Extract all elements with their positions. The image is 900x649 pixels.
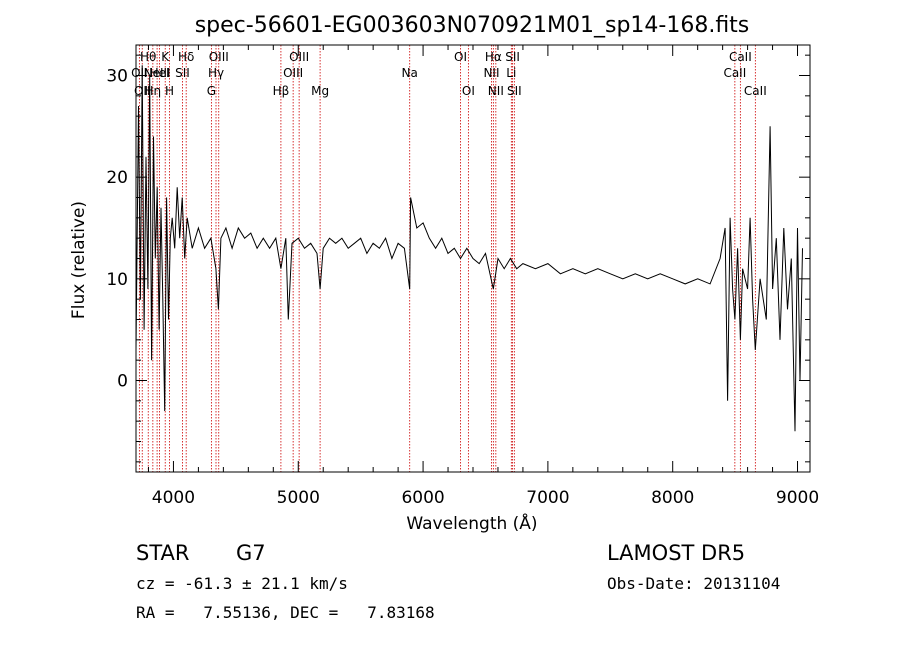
x-axis-label: Wavelength (Å) <box>406 512 537 534</box>
marker-label: OI <box>462 84 475 98</box>
x-tick-label: 7000 <box>526 488 569 508</box>
marker-label: Li <box>506 66 516 80</box>
y-tick-label: 0 <box>117 372 128 392</box>
marker-label: Hθ <box>140 50 156 64</box>
spectrum-line <box>135 65 803 432</box>
survey-name: LAMOST DR5 <box>607 541 746 565</box>
y-tick-label: 30 <box>106 67 128 87</box>
marker-label: NII <box>488 84 504 98</box>
marker-label: SII <box>505 50 520 64</box>
marker-label: Mg <box>311 84 329 98</box>
marker-label: Hβ <box>273 84 290 98</box>
y-axis-label: Flux (relative) <box>69 201 89 319</box>
y-tick-label: 20 <box>106 168 128 188</box>
chart-title: spec-56601-EG003603N070921M01_sp14-168.f… <box>195 13 750 38</box>
marker-label: Hδ <box>178 50 194 64</box>
coordinates: RA = 7.55136, DEC = 7.83168 <box>136 603 435 622</box>
x-tick-label: 6000 <box>401 488 444 508</box>
marker-label: CaII <box>723 66 746 80</box>
marker-label: CaII <box>729 50 752 64</box>
marker-label: SII <box>507 84 522 98</box>
marker-label: OIII <box>283 66 303 80</box>
marker-label: OIII <box>289 50 309 64</box>
marker-label: Hγ <box>208 66 224 80</box>
observation-date: Obs-Date: 20131104 <box>607 574 781 593</box>
marker-label: OIII <box>209 50 229 64</box>
marker-label: OI <box>454 50 467 64</box>
x-tick-label: 4000 <box>152 488 195 508</box>
marker-label: CaII <box>744 84 767 98</box>
x-tick-label: 5000 <box>277 488 320 508</box>
object-subclass: G7 <box>236 541 266 565</box>
marker-label: NeIII <box>144 66 171 80</box>
marker-label: SII <box>175 66 190 80</box>
x-axis-ticks: 4000 5000 6000 7000 8000 9000 <box>147 45 819 508</box>
marker-label: H <box>165 84 174 98</box>
marker-label: K <box>161 50 170 64</box>
y-axis-ticks: 0 10 20 30 <box>106 54 810 463</box>
marker-label: Hα <box>485 50 502 64</box>
marker-label: G <box>207 84 216 98</box>
marker-label: Na <box>402 66 418 80</box>
x-tick-label: 8000 <box>651 488 694 508</box>
x-tick-label: 9000 <box>776 488 819 508</box>
marker-label: Hη <box>145 84 162 98</box>
line-markers <box>138 45 756 472</box>
line-marker-labels: OIIOIIHθHηNeIIIHeIKHSIIHδGHγOIIIHβOIIIOI… <box>131 50 767 98</box>
redshift-velocity: cz = -61.3 ± 21.1 km/s <box>136 574 348 593</box>
object-class: STAR <box>136 541 190 565</box>
marker-label: HeI <box>150 66 170 80</box>
y-tick-label: 10 <box>106 270 128 290</box>
marker-label: NII <box>483 66 499 80</box>
marker-label: OII <box>131 66 148 80</box>
